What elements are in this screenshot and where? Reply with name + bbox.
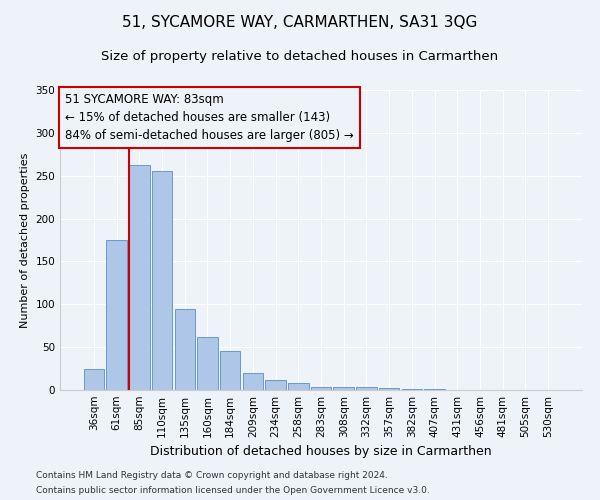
Bar (356, 388, 377, 390)
Text: 51 SYCAMORE WAY: 83sqm
← 15% of detached houses are smaller (143)
84% of semi-de: 51 SYCAMORE WAY: 83sqm ← 15% of detached… (65, 93, 354, 142)
Bar (152, 172, 172, 390)
Bar (311, 386, 331, 390)
Text: 51, SYCAMORE WAY, CARMARTHEN, SA31 3QG: 51, SYCAMORE WAY, CARMARTHEN, SA31 3QG (122, 15, 478, 30)
Bar (106, 240, 127, 390)
Text: Contains HM Land Registry data © Crown copyright and database right 2024.: Contains HM Land Registry data © Crown c… (36, 471, 388, 480)
Bar (334, 388, 354, 390)
Text: Contains public sector information licensed under the Open Government Licence v3: Contains public sector information licen… (36, 486, 430, 495)
X-axis label: Distribution of detached houses by size in Carmarthen: Distribution of detached houses by size … (150, 446, 492, 458)
Bar (288, 383, 308, 390)
Bar (242, 373, 263, 390)
Bar (265, 380, 286, 390)
Bar (401, 389, 422, 390)
Text: Size of property relative to detached houses in Carmarthen: Size of property relative to detached ho… (101, 50, 499, 63)
Bar (197, 337, 218, 390)
Y-axis label: Number of detached properties: Number of detached properties (20, 152, 30, 328)
Bar (84, 368, 104, 390)
Bar (175, 308, 195, 390)
Bar (379, 388, 400, 390)
Bar (424, 389, 445, 390)
Bar (129, 164, 149, 390)
Bar (220, 350, 241, 390)
